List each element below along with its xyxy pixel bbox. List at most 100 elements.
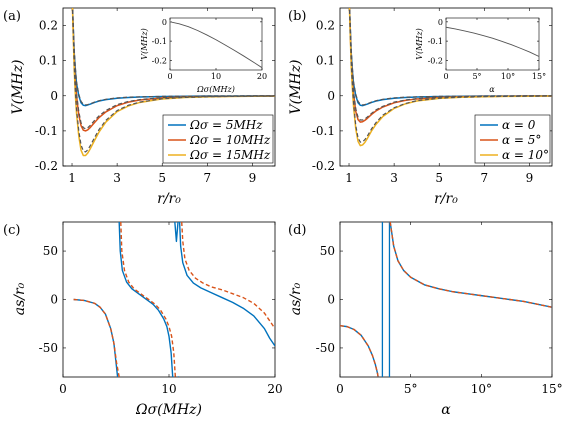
y-tick-label: -0.2 [35,159,58,173]
panel-a: 1 3 5 7 9 -0.2 -0.1 0 0.1 0.2 (a) V(MHz) r/r₀ Ωσ … [3,7,276,207]
x-tick-label: 15° [532,72,546,81]
x-tick-label: 5 [158,171,166,185]
series-line-3 [349,8,552,106]
y-tick-label: -0.2 [428,56,443,65]
x-tick-label: 0 [443,72,448,81]
panel-d-ylabel: as/r₀ [288,282,304,315]
y-tick-label: -50 [39,341,58,355]
series-line-1 [181,222,275,329]
x-tick-label: 10 [211,72,221,81]
inset-series-line [446,26,539,57]
panel-a-axes-box [62,7,276,167]
panel-a-inset-ylabel: V(MHz) [140,28,149,59]
panel-c-axes-box [62,221,276,378]
y-tick-label: -50 [316,341,335,355]
panel-a-label: (a) [3,9,21,24]
series-line-1 [389,222,552,308]
x-tick-label: 3 [113,171,121,185]
y-tick-label: 0.2 [316,19,335,33]
series-line-3 [72,8,275,106]
series-line-5 [71,8,275,153]
inset-series-line [170,21,262,69]
x-tick-label: 1 [345,171,353,185]
x-tick-label: 0 [59,382,67,396]
y-tick-label: -0.1 [428,37,443,46]
y-tick-label: 0 [327,293,335,307]
series-line-1 [120,222,177,377]
panel-d-xlabel: α [441,402,451,418]
y-tick-label: -0.2 [152,56,167,65]
panel-a-inset-plot: 0 10 20 0 -0.1 -0.2 [152,18,268,81]
series-line-0 [174,222,179,243]
y-tick-label: -0.1 [35,124,58,138]
x-tick-label: 0 [336,382,344,396]
x-tick-label: 20 [257,72,267,81]
x-tick-label: 9 [526,171,534,185]
panel-a-legend-entry: Ωσ = 15MHz [189,148,271,162]
series-line-0 [118,222,174,377]
series-line-1 [73,298,120,377]
y-tick-label: 50 [43,244,58,258]
y-tick-label: -0.2 [312,159,335,173]
panel-b-label: (b) [288,9,306,24]
panel-a-legend-entry: Ωσ = 5MHz [189,118,263,132]
panel-a-inset-box [169,17,263,71]
panel-a-xlabel: r/r₀ [157,191,181,207]
y-tick-label: 0 [50,89,58,103]
y-tick-label: -0.1 [152,37,167,46]
y-tick-label: -0.1 [312,124,335,138]
x-tick-label: 7 [481,171,489,185]
x-tick-label: 7 [204,171,212,185]
series-line-4 [348,8,552,121]
y-tick-label: 0.2 [39,19,58,33]
panel-a-plot: 1 3 5 7 9 -0.2 -0.1 0 0.1 0.2 [35,8,275,185]
series-line-5 [348,8,552,143]
x-tick-label: 9 [249,171,257,185]
panel-c-label: (c) [3,223,20,238]
x-tick-label: 5 [435,171,443,185]
panel-b-inset: 0 5° 10° 15° 0 -0.1 -0.2 V(MHz) α [415,17,547,94]
panel-c-xlabel: Ωσ(MHz) [135,402,202,418]
panel-a-legend: Ωσ = 5MHz Ωσ = 10MHz Ωσ = 15MHz [162,114,274,164]
y-tick-label: 0.1 [39,54,58,68]
x-tick-label: 1 [68,171,76,185]
panel-b-legend-entry: α = 0 [502,118,536,132]
panel-a-legend-entry: Ωσ = 10MHz [189,133,271,147]
panel-b: 1 3 5 7 9 -0.2 -0.1 0 0.1 0.2 (b) V(MHz) r/r₀ α =… [288,7,553,207]
y-tick-label: 0 [438,18,443,27]
x-tick-label: 15° [541,382,562,396]
x-tick-label: 10 [161,382,176,396]
y-tick-label: 0.1 [316,54,335,68]
x-tick-label: 10° [471,382,492,396]
panel-b-legend-entry: α = 10° [502,148,549,162]
series-line-0 [73,298,119,377]
panel-a-ylabel: V(MHz) [10,60,26,115]
panel-b-inset-xlabel: α [489,85,495,94]
x-tick-label: 0 [167,72,172,81]
x-tick-label: 10° [501,72,515,81]
x-tick-label: 3 [390,171,398,185]
panel-b-plot: 1 3 5 7 9 -0.2 -0.1 0 0.1 0.2 [312,8,552,185]
x-tick-label: 5° [472,72,481,81]
panel-d-plot: 0 5° 10° 15° -50 0 50 [316,222,563,396]
panel-d-label: (d) [288,223,306,238]
series-line-0 [178,222,275,347]
panel-c-ylabel: as/r₀ [12,282,28,315]
panel-c-plot: 0 10 20 -50 0 50 [39,222,283,396]
panel-b-legend: α = 0 α = 5° α = 10° [474,114,551,164]
panel-b-xlabel: r/r₀ [434,191,458,207]
panel-a-inset-xlabel: Ωσ(MHz) [196,85,235,94]
panel-a-inset: 0 10 20 0 -0.1 -0.2 V(MHz) Ωσ(MHz) [140,17,268,94]
y-tick-label: 50 [320,244,335,258]
panel-b-inset-plot: 0 5° 10° 15° 0 -0.1 -0.2 [428,18,547,81]
panel-b-inset-ylabel: V(MHz) [415,28,424,59]
y-tick-label: 0 [327,89,335,103]
x-tick-label: 20 [267,382,282,396]
series-line-2 [348,8,552,147]
y-tick-label: 0 [162,18,167,27]
panel-b-inset-box [445,17,540,71]
series-line-1 [340,324,379,377]
panel-d: 0 5° 10° 15° -50 0 50 (d) as/r₀ α [288,221,563,418]
x-tick-label: 5° [404,382,418,396]
